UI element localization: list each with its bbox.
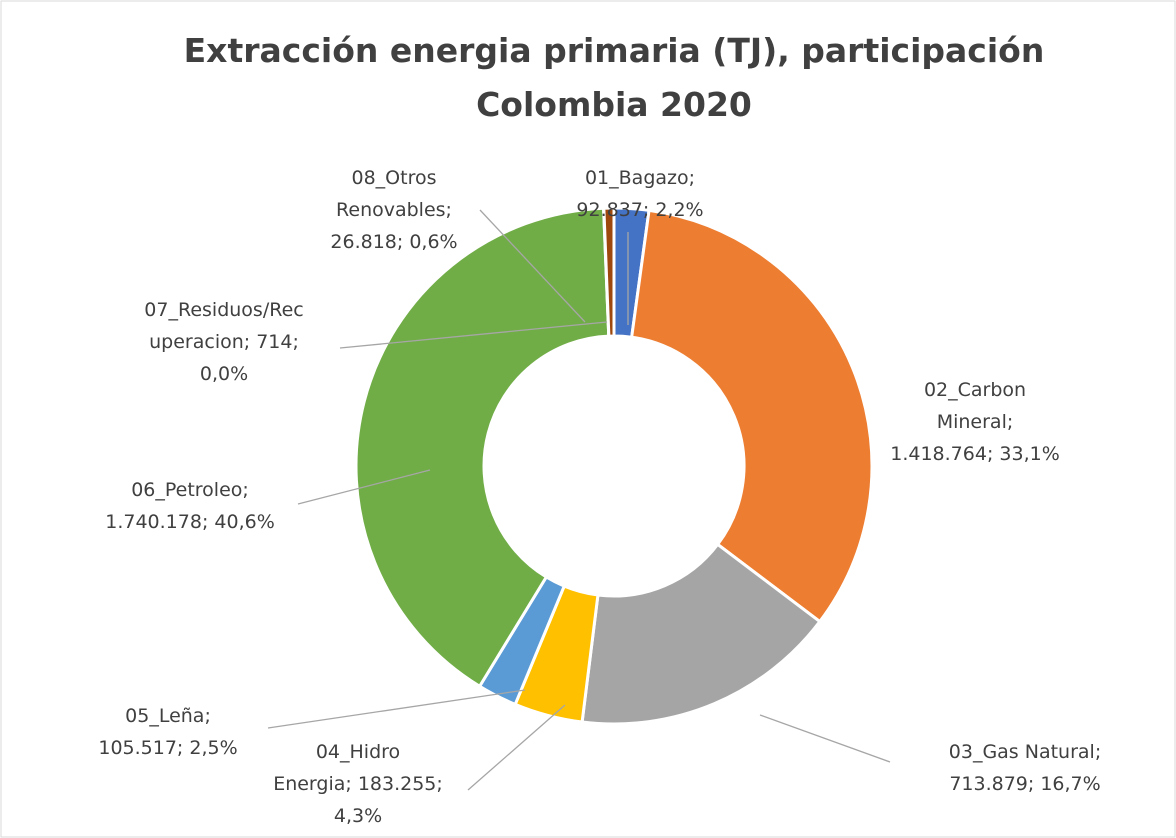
leader-line (467, 704, 566, 791)
data-label: 1.418.764; 33,1% (890, 443, 1060, 465)
donut-slice (602, 206, 616, 338)
data-label: 4,3% (334, 805, 382, 827)
data-label: 713.879; 16,7% (949, 773, 1100, 795)
data-label: 06_Petroleo; (131, 479, 249, 501)
data-label: 01_Bagazo; (585, 167, 695, 189)
data-label: 08_Otros (352, 167, 437, 189)
data-label: 92.837; 2,2% (576, 199, 703, 221)
chart-title: Extracción energia primaria (TJ), partic… (184, 31, 1045, 70)
data-label: 04_Hidro (316, 741, 400, 763)
data-label: Renovables; (336, 199, 452, 221)
data-label: 0,0% (200, 363, 248, 385)
leader-line (759, 714, 891, 763)
leader-line (297, 469, 431, 505)
leader-line (339, 321, 608, 349)
data-label: 105.517; 2,5% (98, 737, 237, 759)
data-label: 02_Carbon (924, 379, 1026, 401)
data-label: 1.740.178; 40,6% (105, 511, 275, 533)
donut-slice (629, 208, 874, 624)
data-label: Energia; 183.255; (273, 773, 443, 795)
data-label: 07_Residuos/Rec (144, 299, 303, 321)
leader-line (267, 689, 526, 729)
leader-line (479, 209, 586, 323)
chart-title: Colombia 2020 (476, 85, 752, 124)
data-label: Mineral; (937, 411, 1014, 433)
data-label: uperacion; 714; (149, 331, 299, 353)
data-label: 26.818; 0,6% (330, 231, 457, 253)
donut-slice (580, 542, 822, 726)
data-label: 03_Gas Natural; (949, 741, 1101, 763)
data-label: 05_Leña; (125, 705, 211, 727)
